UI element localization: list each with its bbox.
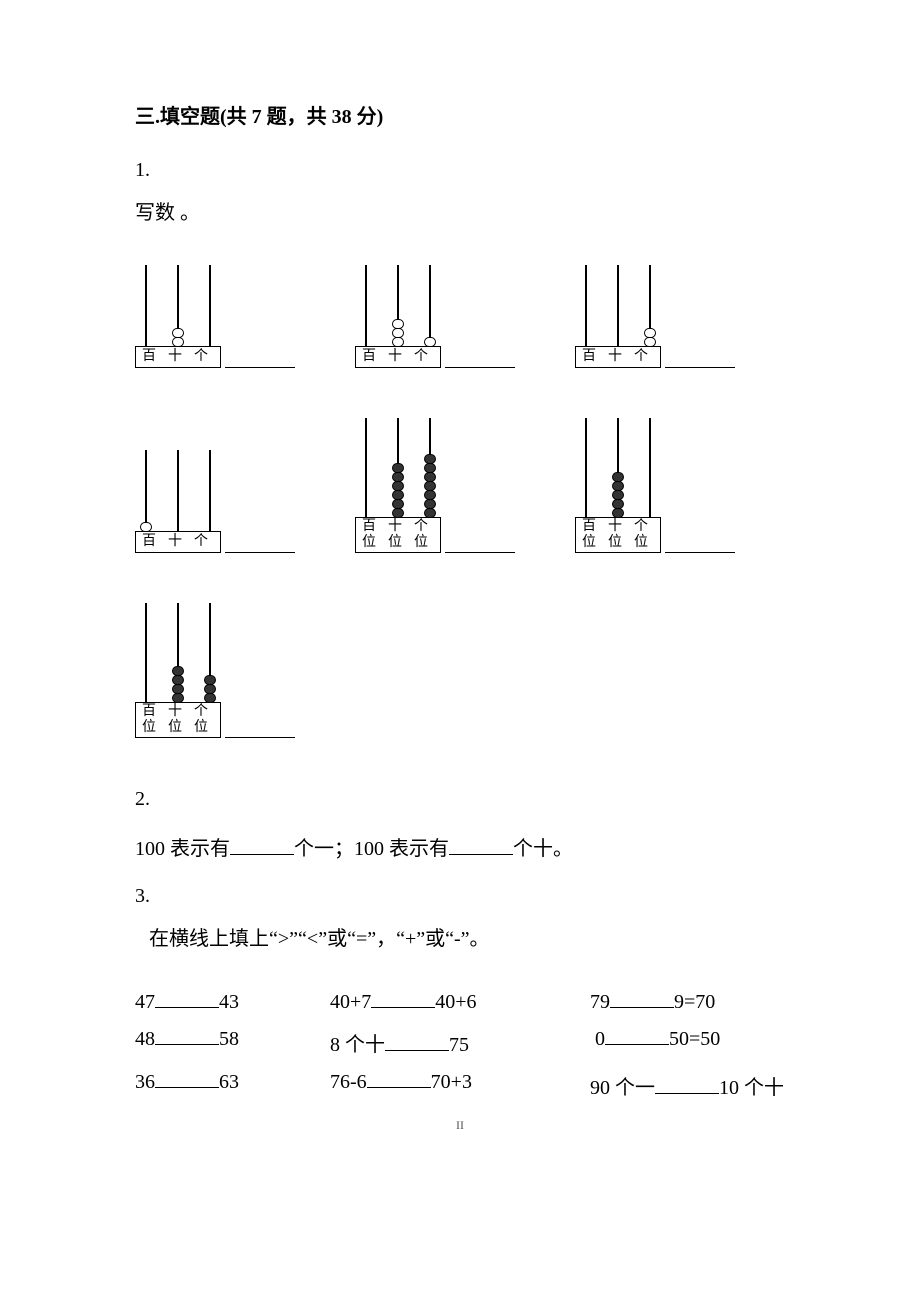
place-label: 百 — [136, 532, 162, 552]
place-label: 十位 — [162, 703, 188, 737]
abacus-item: 百 十 个 — [135, 450, 295, 553]
q2-number: 2. — [135, 788, 785, 811]
answer-blank[interactable] — [155, 1029, 219, 1045]
place-label: 十位 — [602, 518, 628, 552]
comparison-row: 4858 8 个十75 050=50 — [135, 1028, 785, 1057]
place-label: 百 — [136, 347, 162, 367]
q3-number: 3. — [135, 885, 785, 908]
place-label: 个 — [628, 347, 654, 367]
place-label: 百 — [356, 347, 382, 367]
answer-blank[interactable] — [225, 535, 295, 553]
section-title: 三.填空题(共 7 题，共 38 分) — [135, 100, 785, 129]
abacus-item: 百 十 个 — [575, 265, 735, 368]
place-label: 十 — [162, 532, 188, 552]
abacus-row-3: 百位 十位 个位 — [135, 603, 785, 738]
abacus-item: 百位 十位 个位 — [135, 603, 295, 738]
answer-blank[interactable] — [610, 992, 674, 1008]
answer-blank[interactable] — [655, 1078, 719, 1094]
answer-blank[interactable] — [230, 839, 294, 855]
answer-blank[interactable] — [225, 350, 295, 368]
answer-blank[interactable] — [445, 350, 515, 368]
q2-text: 100 表示有个一；100 表示有个十。 — [135, 833, 785, 865]
place-label: 百 — [576, 347, 602, 367]
place-label: 个 — [188, 347, 214, 367]
worksheet-page: 三.填空题(共 7 题，共 38 分) 1. 写数 。 百 十 个 — [0, 0, 920, 1193]
answer-blank[interactable] — [665, 350, 735, 368]
abacus-item: 百位 十位 个位 — [575, 418, 735, 553]
answer-blank[interactable] — [225, 720, 295, 738]
answer-blank[interactable] — [367, 1072, 431, 1088]
answer-blank[interactable] — [371, 992, 435, 1008]
place-label: 个位 — [188, 703, 214, 737]
place-label: 个位 — [408, 518, 434, 552]
place-label: 十位 — [382, 518, 408, 552]
answer-blank[interactable] — [445, 535, 515, 553]
page-marker: II — [135, 1118, 785, 1133]
place-label: 十 — [382, 347, 408, 367]
place-label: 百位 — [136, 703, 162, 737]
answer-blank[interactable] — [385, 1035, 449, 1051]
answer-blank[interactable] — [155, 992, 219, 1008]
comparison-grid: 4743 40+740+6 799=70 4858 8 个十75 050=50 … — [135, 991, 785, 1100]
place-label: 个 — [188, 532, 214, 552]
answer-blank[interactable] — [605, 1029, 669, 1045]
answer-blank[interactable] — [449, 839, 513, 855]
answer-blank[interactable] — [665, 535, 735, 553]
q1-prompt: 写数 。 — [135, 196, 785, 225]
place-label: 十 — [602, 347, 628, 367]
place-label: 百位 — [356, 518, 382, 552]
answer-blank[interactable] — [155, 1072, 219, 1088]
abacus-row-1: 百 十 个 百 十 个 — [135, 265, 785, 368]
place-label: 十 — [162, 347, 188, 367]
abacus-item: 百 十 个 — [355, 265, 515, 368]
abacus-item: 百位 十位 个位 — [355, 418, 515, 553]
place-label: 百位 — [576, 518, 602, 552]
q3-prompt: 在横线上填上“>”“<”或“=”，“+”或“-”。 — [135, 922, 785, 951]
place-label: 个位 — [628, 518, 654, 552]
comparison-row: 4743 40+740+6 799=70 — [135, 991, 785, 1014]
q1-number: 1. — [135, 159, 785, 182]
abacus-row-2: 百 十 个 百位 十位 个位 — [135, 418, 785, 553]
abacus-item: 百 十 个 — [135, 265, 295, 368]
place-label: 个 — [408, 347, 434, 367]
comparison-row: 3663 76-670+3 90 个一10 个十 — [135, 1071, 785, 1100]
